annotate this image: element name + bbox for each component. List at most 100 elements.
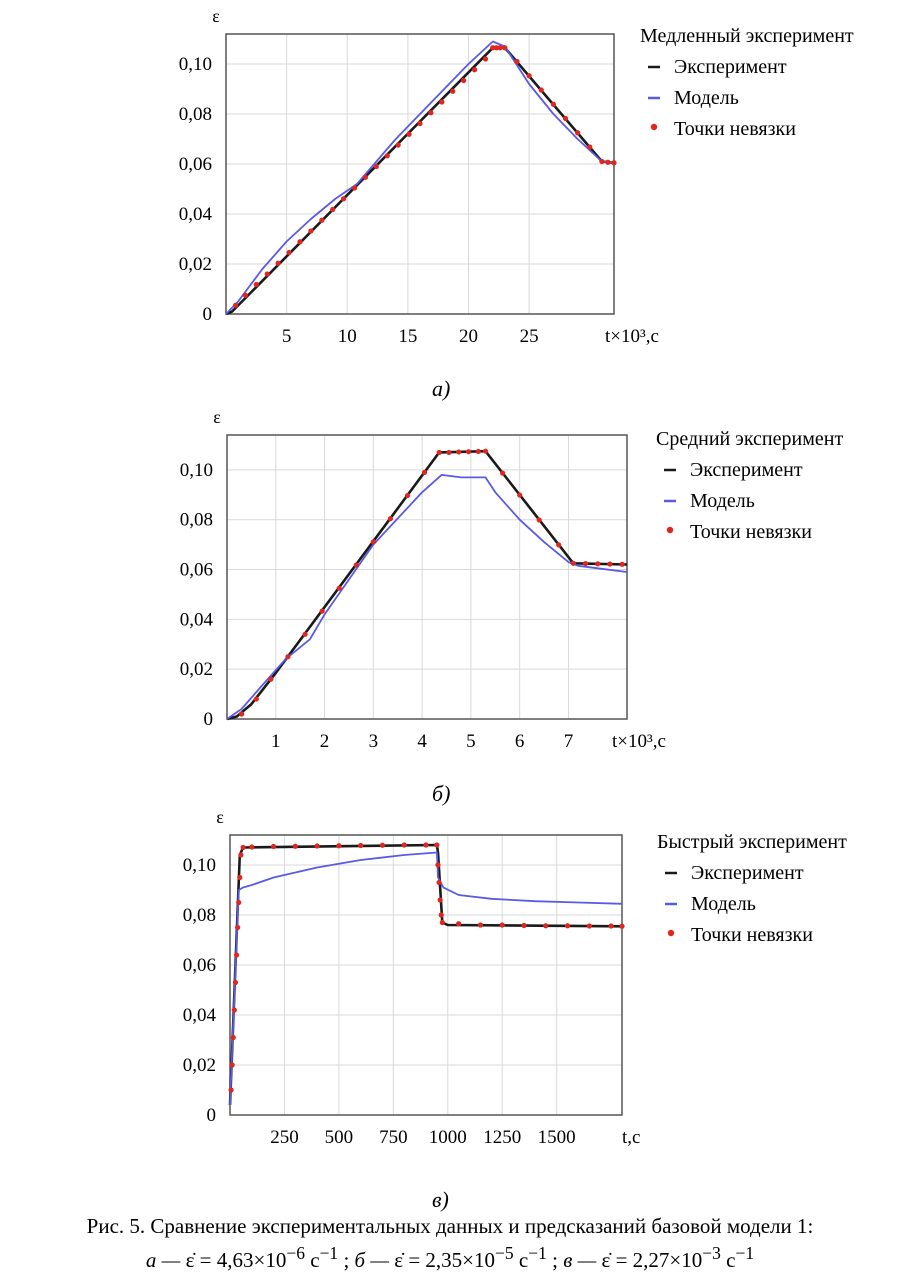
legend-entry: Точки невязки — [690, 521, 812, 543]
residual-point — [387, 516, 394, 522]
residual-point — [550, 101, 556, 107]
x-tick-label: 10 — [338, 326, 357, 347]
chart-fast-experiment: 250 500 750 1000 1250 1500 0 0,02 0,04 0,06 0,08 0,… — [183, 808, 847, 1148]
residual-point — [517, 492, 523, 498]
residual-point — [379, 842, 386, 848]
residual-point — [564, 923, 571, 929]
residual-point — [230, 1034, 236, 1041]
residual-point — [497, 45, 503, 51]
caption-unit: с — [720, 1248, 736, 1272]
y-tick-label: 0 — [207, 1105, 217, 1126]
residual-point — [499, 922, 505, 928]
panel-label-c: в) — [432, 1187, 449, 1212]
residual-point — [562, 115, 569, 122]
residual-point — [353, 562, 359, 568]
residual-point — [538, 87, 544, 93]
y-tick-label: 0,08 — [183, 905, 216, 926]
y-tick-label: 0,06 — [180, 560, 213, 581]
residual-point — [404, 492, 411, 499]
residual-point — [482, 448, 489, 454]
residual-point — [586, 923, 592, 929]
y-tick-label: 0 — [204, 709, 214, 730]
residual-point — [502, 45, 508, 51]
residual-point — [608, 923, 614, 929]
x-tick-label: 1000 — [429, 1127, 467, 1148]
residual-point — [285, 654, 291, 660]
residual-point — [500, 470, 506, 476]
x-tick-label: 20 — [459, 326, 478, 347]
residual-point — [493, 45, 499, 51]
residual-point — [619, 923, 625, 929]
residual-point — [286, 249, 292, 256]
caption-panel-label: в — — [563, 1248, 602, 1272]
residual-point — [461, 77, 467, 84]
x-tick-label: 750 — [379, 1127, 408, 1148]
residual-point — [319, 217, 325, 223]
residual-point — [611, 160, 617, 166]
figure-caption-line2: а — ε̇ = 4,63×10−6 с−1 ; б — ε̇ = 2,35×1… — [0, 1243, 900, 1273]
residual-point — [239, 711, 245, 717]
x-tick-label: 1250 — [483, 1127, 521, 1148]
caption-exponent: −3 — [702, 1243, 721, 1263]
residual-point — [297, 239, 303, 245]
x-axis-label: t×10³,с — [612, 731, 666, 752]
residual-point — [229, 1062, 235, 1068]
legend-entry: Точки невязки — [691, 924, 813, 946]
series-line-experiment — [228, 843, 623, 1106]
y-tick-label: 0,02 — [180, 659, 213, 680]
residual-point — [370, 539, 376, 545]
chart-slow-experiment: 5 10 15 20 25 0 0,02 0,04 0,06 0,08 0,10 ε t×10³,с Ме… — [179, 6, 854, 347]
x-tick-label: 1500 — [538, 1127, 576, 1148]
residual-point — [543, 923, 549, 929]
residual-point — [308, 228, 314, 234]
x-tick-label: 5 — [282, 326, 292, 347]
residual-point — [465, 449, 472, 455]
series-line-model — [226, 474, 628, 720]
legend-entry: Эксперимент — [674, 56, 787, 78]
x-tick-label: 1 — [271, 731, 281, 752]
residual-point — [406, 131, 412, 137]
series-line-experiment — [226, 449, 628, 721]
residual-point — [607, 561, 613, 567]
residual-point — [435, 862, 441, 868]
series-line-model — [225, 40, 615, 315]
caption-separator: ; — [546, 1248, 564, 1272]
residual-point — [238, 852, 244, 858]
y-axis-label: ε — [213, 407, 221, 427]
residual-point — [595, 561, 601, 567]
y-tick-label: 0,08 — [179, 104, 212, 125]
x-tick-label: 2 — [320, 731, 330, 752]
y-tick-label: 0,08 — [180, 510, 213, 531]
residual-point — [417, 120, 423, 127]
residual-point — [351, 185, 358, 191]
y-tick-label: 0,06 — [183, 955, 216, 976]
residual-point — [314, 843, 320, 849]
caption-separator: ; — [338, 1248, 355, 1272]
x-axis-label: t,с — [622, 1127, 640, 1148]
legend-entry: Точки невязки — [674, 118, 796, 140]
residual-point — [336, 843, 342, 849]
residual-point — [521, 922, 527, 929]
y-axis-label: ε — [216, 808, 224, 827]
residual-point — [437, 897, 443, 903]
y-tick-label: 0,06 — [179, 154, 212, 175]
residual-point — [482, 56, 489, 62]
residual-point — [373, 163, 379, 170]
y-tick-label: 0,10 — [179, 54, 212, 75]
residual-point — [434, 842, 440, 848]
residual-point — [423, 842, 429, 848]
residual-point — [490, 45, 496, 51]
y-tick-label: 0,04 — [180, 609, 214, 630]
residual-point — [232, 979, 239, 986]
residual-point — [428, 110, 434, 116]
caption-unit-exponent: −1 — [319, 1243, 339, 1263]
legend-swatch-point — [666, 526, 674, 534]
residual-point — [292, 843, 298, 849]
y-tick-label: 0,04 — [179, 204, 213, 225]
residual-point — [421, 469, 428, 475]
residual-point — [362, 174, 369, 180]
residual-point — [587, 144, 593, 150]
x-axis-label: t×10³,с — [605, 326, 659, 347]
legend-entry: Эксперимент — [690, 459, 803, 481]
residual-point — [228, 1087, 234, 1093]
